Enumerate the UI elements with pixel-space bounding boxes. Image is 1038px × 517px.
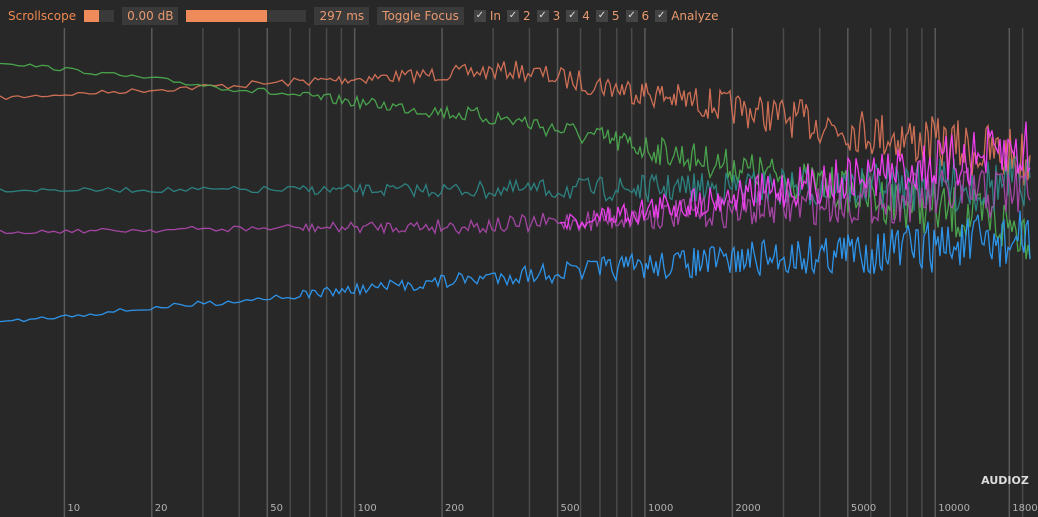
- x-tick-label: 100: [358, 503, 377, 514]
- checkbox-label: 3: [552, 9, 561, 23]
- slider[interactable]: [84, 10, 115, 22]
- checkbox-label: In: [489, 9, 501, 23]
- x-tick-label: 50: [270, 503, 283, 514]
- checkbox[interactable]: ✓ 4: [566, 9, 590, 23]
- title: Scrollscope: [8, 9, 77, 23]
- gain[interactable]: 0.00 dB: [122, 7, 179, 25]
- x-tick-label: 1000: [648, 503, 673, 514]
- check: ✓: [625, 10, 638, 22]
- checkbox-label: 5: [611, 9, 620, 23]
- check: ✓: [536, 10, 549, 22]
- trace: [560, 121, 1031, 231]
- check: ✓: [473, 10, 486, 22]
- x-tick-label: 10000: [938, 503, 970, 514]
- check: ✓: [506, 10, 519, 22]
- trace: [0, 210, 1031, 323]
- watermark: AUDIOZ: [981, 474, 1029, 487]
- toolbar: Scrollscope 0.00 dB 297 ms Toggle Focus …: [0, 0, 1038, 32]
- slider[interactable]: [186, 10, 307, 22]
- x-tick-label: 2000: [735, 503, 760, 514]
- check: ✓: [655, 10, 668, 22]
- x-tick-label: 10: [67, 503, 80, 514]
- checkboxes: ✓ In ✓ 2 ✓ 3 ✓ 4 ✓ 5 ✓ 6 ✓ Analyze: [468, 9, 718, 23]
- check: ✓: [595, 10, 608, 22]
- x-tick-label: 200: [445, 503, 464, 514]
- checkbox[interactable]: ✓ 5: [595, 9, 620, 23]
- focus-button[interactable]: Toggle Focus: [377, 7, 464, 25]
- trace: [0, 62, 1031, 260]
- checkbox[interactable]: ✓ 6: [625, 9, 650, 23]
- checkbox-label: 2: [522, 9, 531, 23]
- checkbox-label: Analyze: [671, 9, 719, 23]
- checkbox-label: 6: [641, 9, 650, 23]
- checkbox[interactable]: ✓ Analyze: [655, 9, 718, 23]
- checkbox[interactable]: ✓ 2: [506, 9, 531, 23]
- x-tick-label: 5000: [851, 503, 876, 514]
- check: ✓: [566, 10, 579, 22]
- trace: [0, 164, 1031, 236]
- trace: [0, 60, 1031, 186]
- time[interactable]: 297 ms: [314, 7, 370, 25]
- x-tick-label: 18000: [1012, 503, 1038, 514]
- checkbox[interactable]: ✓ In: [473, 9, 501, 23]
- x-tick-label: 500: [561, 503, 580, 514]
- checkbox-label: 4: [582, 9, 590, 23]
- x-tick-label: 20: [155, 503, 168, 514]
- checkbox[interactable]: ✓ 3: [536, 9, 561, 23]
